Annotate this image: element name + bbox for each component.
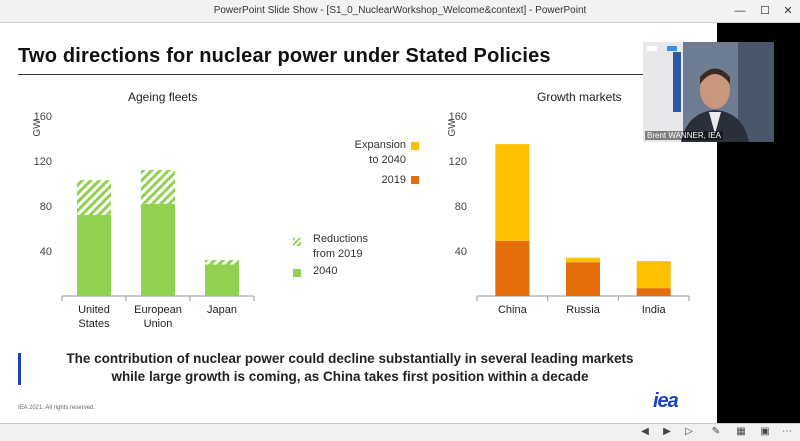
legend-swatch-2019 bbox=[411, 176, 419, 184]
key-message: The contribution of nuclear power could … bbox=[30, 350, 670, 386]
y-tick-label: 80 bbox=[455, 201, 467, 213]
legend-reductions-line2: from 2019 bbox=[313, 248, 363, 260]
more-options-icon[interactable]: ⋯ bbox=[782, 426, 792, 437]
x-category-label: United bbox=[78, 304, 110, 316]
see-all-slides-icon[interactable]: ▦ bbox=[736, 426, 746, 437]
legend-reductions: Reductions from 2019 bbox=[313, 232, 368, 262]
bar-expansion-to-2040 bbox=[495, 144, 530, 241]
x-category-label: Japan bbox=[207, 304, 237, 316]
bar-expansion-to-2040 bbox=[636, 261, 671, 289]
bar-2019 bbox=[636, 288, 671, 296]
legend-reductions-line1: Reductions bbox=[313, 233, 369, 245]
legend-expansion-line2: to 2040 bbox=[369, 154, 406, 166]
bar-2040 bbox=[205, 264, 239, 296]
chart-ageing-fleets: GW 40 80 120 160 United States European Union Jap… bbox=[32, 111, 255, 330]
bar-2019 bbox=[566, 262, 600, 296]
charts-svg: GW 40 80 120 160 United States European Union Jap… bbox=[32, 111, 690, 330]
x-category-label: China bbox=[498, 304, 528, 316]
legend-2040: 2040 bbox=[313, 265, 338, 277]
bar-reductions-from-2019 bbox=[77, 180, 111, 215]
bar-reductions-from-2019 bbox=[205, 260, 239, 265]
legend-expansion-line1: Expansion bbox=[354, 139, 406, 151]
window-titlebar: PowerPoint Slide Show - [S1_0_NuclearWor… bbox=[0, 0, 800, 23]
y-tick-label: 40 bbox=[40, 246, 52, 258]
legend-swatch-expansion bbox=[411, 142, 419, 150]
legend-swatch-reductions bbox=[293, 238, 301, 246]
y-axis-label: GW bbox=[32, 119, 43, 137]
key-message-line2: while large growth is coming, as China t… bbox=[111, 369, 589, 384]
x-category-label: Russia bbox=[566, 304, 601, 316]
y-tick-label: 160 bbox=[34, 111, 52, 123]
y-tick-label: 80 bbox=[40, 201, 52, 213]
y-tick-label: 160 bbox=[449, 111, 467, 123]
play-icon[interactable]: ▶ bbox=[663, 426, 671, 437]
iea-logo: iea bbox=[653, 390, 679, 412]
key-message-line1: The contribution of nuclear power could … bbox=[66, 351, 634, 366]
presenter-name: Brent WANNER, IEA bbox=[645, 131, 723, 140]
minimize-icon[interactable]: — bbox=[734, 5, 746, 17]
bar-2019 bbox=[495, 240, 530, 296]
video-control-expand-icon[interactable] bbox=[667, 46, 677, 51]
bar-reductions-from-2019 bbox=[141, 170, 175, 204]
chart-growth-markets: GW 40 80 120 160 China Russia India bbox=[447, 111, 690, 316]
legend-expansion: Expansion to 2040 bbox=[350, 138, 406, 168]
slideshow-toolbar: ◀ ▶ ▷ ✎ ▦ ▣ ⋯ bbox=[0, 423, 800, 441]
video-control-minimize-icon[interactable] bbox=[647, 46, 657, 51]
x-category-label: Union bbox=[144, 318, 173, 330]
pen-tool-icon[interactable]: ✎ bbox=[711, 426, 721, 437]
maximize-icon[interactable]: ☐ bbox=[760, 5, 770, 17]
close-icon[interactable]: ✕ bbox=[783, 5, 793, 17]
chart-title-ageing-fleets: Ageing fleets bbox=[128, 90, 198, 104]
window-title: PowerPoint Slide Show - [S1_0_NuclearWor… bbox=[213, 5, 587, 16]
slide-title: Two directions for nuclear power under S… bbox=[18, 45, 551, 67]
bar-expansion-to-2040 bbox=[566, 257, 600, 263]
presenter-video[interactable]: Brent WANNER, IEA bbox=[643, 42, 774, 142]
legend-swatch-2040 bbox=[293, 269, 301, 277]
presenter-image bbox=[643, 42, 774, 142]
x-category-label: European bbox=[134, 304, 182, 316]
copyright-footer: IEA 2021. All rights reserved. bbox=[18, 405, 96, 411]
y-tick-label: 120 bbox=[34, 156, 52, 168]
y-axis-label: GW bbox=[447, 119, 458, 137]
y-tick-label: 120 bbox=[449, 156, 467, 168]
x-category-label: States bbox=[78, 318, 110, 330]
title-rule bbox=[18, 74, 690, 75]
previous-slide-icon[interactable]: ◀ bbox=[641, 426, 649, 437]
bar-2040 bbox=[141, 203, 175, 296]
accent-bar bbox=[18, 353, 21, 385]
next-slide-icon[interactable]: ▷ bbox=[685, 426, 693, 437]
zoom-icon[interactable]: ▣ bbox=[760, 426, 770, 437]
bar-2040 bbox=[77, 215, 111, 296]
legend-2019: 2019 bbox=[381, 174, 406, 186]
slide-canvas: Two directions for nuclear power under S… bbox=[0, 23, 717, 423]
chart-title-growth-markets: Growth markets bbox=[537, 90, 622, 104]
y-tick-label: 40 bbox=[455, 246, 467, 258]
x-category-label: India bbox=[642, 304, 667, 316]
